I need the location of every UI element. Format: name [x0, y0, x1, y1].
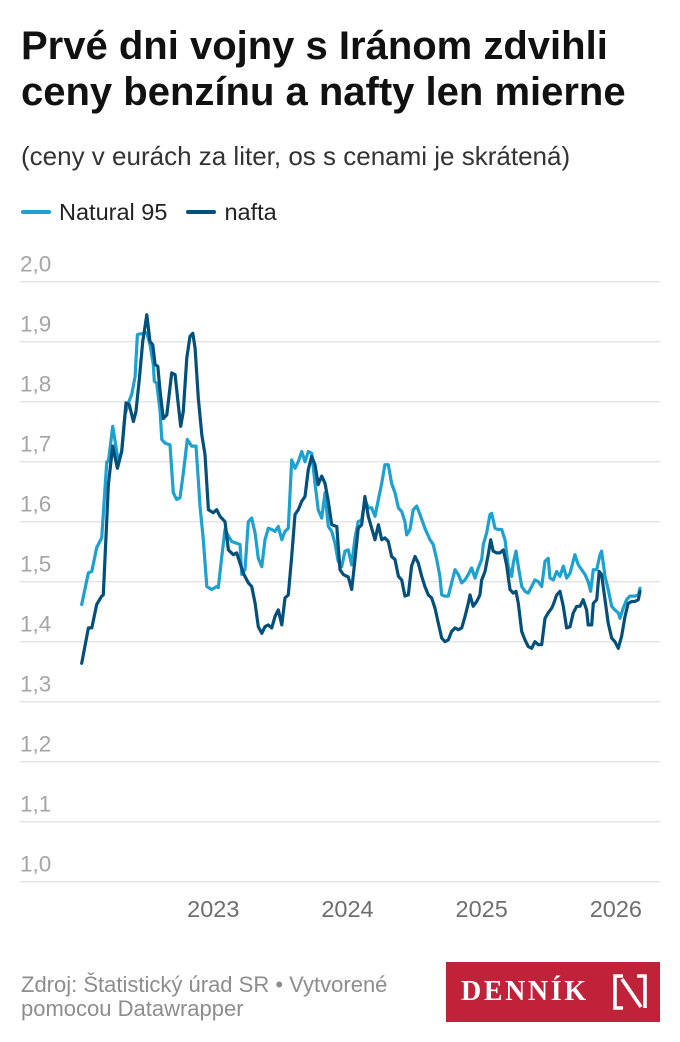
- legend-item-nafta: nafta: [186, 198, 277, 226]
- y-tick-label: 2,0: [20, 252, 51, 277]
- x-tick-label: 2023: [187, 896, 239, 922]
- y-axis-labels: 1,0 1,1 1,2 1,3 1,4 1,5 1,6 1,7 1,8 1,9 2,0: [20, 252, 51, 877]
- legend-swatch-natural-95: [21, 210, 51, 214]
- x-tick-label: 2024: [321, 896, 373, 922]
- legend-label-natural-95: Natural 95: [59, 199, 168, 225]
- title-line-2: ceny benzínu a nafty len mierne: [21, 70, 626, 114]
- series-lines: [80, 313, 642, 665]
- footer-source: Zdroj: Štatistický úrad SR • Vytvorené p…: [21, 973, 441, 1021]
- series-line-natural-95: [80, 331, 642, 620]
- gridlines: [20, 280, 660, 883]
- n-bracket-icon: [613, 974, 647, 1010]
- line-chart: 1,01,11,21,31,41,51,61,71,81,92,0 2023 20…: [20, 252, 660, 922]
- y-tick-label: 1,6: [20, 492, 51, 517]
- chart-subtitle: (ceny v eurách za liter, os s cenami je …: [21, 141, 571, 171]
- source-separator: •: [275, 972, 284, 997]
- dennik-n-logo: DENNÍK: [446, 962, 660, 1022]
- legend-swatch-nafta: [186, 210, 217, 214]
- y-tick-label: 1,3: [20, 672, 51, 697]
- y-tick-label: 1,5: [20, 552, 51, 577]
- x-axis-labels: 2023 2024 2025 2026: [187, 896, 642, 922]
- title-line-1: Prvé dni vojny s Iránom zdvihli: [21, 24, 608, 68]
- y-tick-label: 1,2: [20, 732, 51, 757]
- y-tick-label: 1,4: [20, 612, 51, 637]
- y-tick-label: 1,7: [20, 432, 51, 457]
- datawrapper-credit-link[interactable]: Vytvorené pomocou Datawrapper: [21, 972, 388, 1021]
- legend: Natural 95 nafta: [21, 198, 296, 226]
- y-tick-label: 1,1: [20, 792, 51, 817]
- source-label: Zdroj:: [21, 972, 78, 997]
- series-line-nafta: [80, 313, 642, 665]
- source-name: Štatistický úrad SR: [83, 972, 270, 997]
- x-tick-label: 2026: [590, 896, 642, 922]
- y-tick-label: 1,8: [20, 372, 51, 397]
- chart-title: Prvé dni vojny s Iránom zdvihli ceny ben…: [21, 23, 626, 115]
- y-tick-label: 1,9: [20, 312, 51, 337]
- y-tick-label: 1,0: [20, 852, 51, 877]
- logo-wordmark: DENNÍK: [461, 976, 589, 1007]
- x-tick-label: 2025: [456, 896, 508, 922]
- legend-item-natural-95: Natural 95: [21, 198, 167, 226]
- legend-label-nafta: nafta: [224, 199, 277, 225]
